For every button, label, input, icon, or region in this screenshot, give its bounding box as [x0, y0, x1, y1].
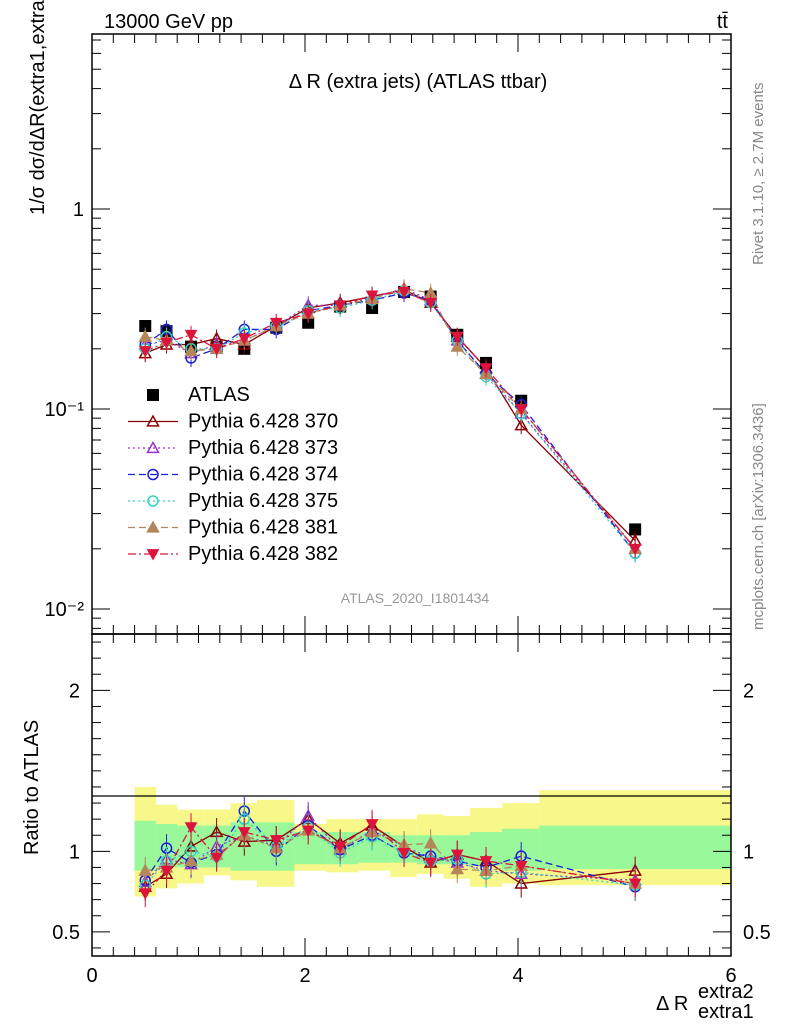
legend-marker: [147, 468, 159, 481]
legend-entry-ATLAS: ATLAS: [147, 384, 250, 406]
x-axis-label-main: Δ R: [656, 993, 688, 1015]
ratio-point-370: [514, 876, 528, 889]
x-axis-label: Δ R extra2 extra1: [656, 981, 754, 1023]
main-point-382: [424, 297, 438, 310]
main-point-381: [138, 329, 153, 342]
ratio-point-382: [210, 852, 223, 865]
main-point-382: [628, 543, 642, 556]
legend-entry-370: Pythia 6.428 370: [128, 411, 338, 433]
legend-entry-382: Pythia 6.428 382: [128, 543, 338, 565]
main-point-381: [184, 343, 198, 357]
main-axis-ticks: 10⁻² 10⁻¹ 1: [45, 34, 732, 634]
legend-entry-375: Pythia 6.428 375: [128, 490, 338, 512]
main-point-382: [269, 317, 283, 330]
x-axis-label-superscript: extra2: [698, 981, 754, 1003]
ratio-y-tick-label-left: 0.5: [52, 922, 80, 944]
legend-label: Pythia 6.428 382: [188, 543, 338, 565]
main-point-370: [514, 418, 528, 431]
ratio-point-382: [628, 878, 642, 891]
ratio-y-tick-label-right: 1: [743, 841, 754, 863]
ratio-point-382: [237, 827, 251, 839]
main-point-382: [237, 333, 251, 346]
ratio-point-381: [423, 836, 438, 849]
main-y-tick-label: 1: [73, 199, 84, 221]
main-point-382: [479, 363, 493, 375]
legend: ATLAS Pythia 6.428 370 Pythia 6.428 373 Pyt…: [128, 384, 338, 565]
x-tick-label: 2: [299, 965, 310, 987]
main-point-382: [450, 331, 464, 344]
x-axis-label-subscript: extra1: [698, 1001, 754, 1023]
main-y-tick-label: 10⁻²: [45, 599, 85, 621]
ratio-point-382: [397, 848, 411, 860]
ratio-panel: 0.5 0.5 1 1 2 2 0 2 4 6: [52, 633, 771, 987]
ratio-y-tick-label-left: 1: [69, 841, 80, 863]
ratio-y-tick-label-right: 2: [743, 680, 754, 702]
legend-label: ATLAS: [188, 384, 250, 406]
ratio-point-382: [160, 865, 173, 878]
legend-marker: [146, 414, 160, 427]
legend-label: Pythia 6.428 375: [188, 490, 338, 512]
x-tick-label: 0: [86, 965, 97, 987]
legend-marker: [147, 495, 159, 507]
legend-label: Pythia 6.428 373: [188, 437, 338, 459]
legend-marker: [146, 549, 160, 561]
main-point-382: [160, 337, 173, 350]
ratio-y-tick-label-left: 2: [69, 680, 80, 702]
ratio-point-382: [301, 825, 315, 837]
legend-entry-381: Pythia 6.428 381: [128, 517, 338, 539]
mcplots-label: mcplots.cern.ch [arXiv:1306.3436]: [750, 403, 767, 630]
ratio-point-382: [138, 888, 152, 900]
ratio-point-382: [450, 849, 464, 862]
legend-label: Pythia 6.428 381: [188, 517, 338, 539]
analysis-watermark: ATLAS_2020_I1801434: [341, 590, 490, 606]
legend-marker: [146, 440, 160, 454]
main-series-markers: [138, 279, 642, 563]
main-point-382: [184, 329, 198, 342]
main-point-ATLAS: [139, 320, 152, 333]
ratio-point-381: [138, 863, 153, 876]
inner-band-bin: [294, 832, 327, 865]
legend-label: Pythia 6.428 374: [188, 464, 338, 486]
main-point-ATLAS: [302, 316, 315, 329]
ratio-y-tick-label-right: 0.5: [743, 922, 771, 944]
legend-marker: [146, 520, 160, 533]
main-point-382: [397, 287, 411, 299]
main-series-line-381: [145, 287, 636, 550]
main-point-382: [333, 300, 347, 312]
ratio-point-382: [184, 822, 198, 834]
legend-label: Pythia 6.428 370: [188, 411, 338, 433]
ratio-point-382: [269, 835, 283, 847]
main-series-line-375: [144, 290, 636, 554]
main-point-382: [210, 343, 223, 356]
ratio-point-382: [365, 819, 379, 831]
ratio-series-markers: [138, 797, 642, 908]
ratio-point-382: [514, 860, 528, 873]
ratio-point-381: [184, 853, 198, 867]
main-y-tick-label: 10⁻¹: [45, 399, 85, 421]
main-point-382: [138, 346, 152, 358]
main-point-382: [365, 290, 379, 302]
x-tick-label: 4: [512, 965, 523, 987]
ratio-point-382: [479, 856, 493, 868]
rivet-version-label: Rivet 3.1.10, ≥ 2.7M events: [750, 83, 767, 266]
main-point-382: [301, 308, 315, 321]
ratio-y-axis-label: Ratio to ATLAS: [21, 720, 43, 855]
ratio-point-382: [333, 841, 347, 854]
header-left-title: 13000 GeV pp: [104, 11, 233, 33]
inner-band-bin: [134, 820, 156, 871]
legend-entry-373: Pythia 6.428 373: [128, 437, 338, 459]
main-point-382: [514, 404, 528, 416]
legend-entry-374: Pythia 6.428 374: [128, 464, 338, 486]
legend-marker: [147, 389, 159, 401]
header-right-title: tt̄: [717, 11, 729, 33]
x-tick-label: 6: [725, 965, 736, 987]
main-y-axis-label: 1/σ dσ/dΔR(extra1,extra2): [27, 0, 49, 215]
main-point-381: [450, 339, 465, 352]
main-point-ATLAS: [629, 523, 642, 536]
main-panel: 10⁻² 10⁻¹ 1: [45, 33, 732, 635]
plot-title: Δ R (extra jets) (ATLAS ttbar): [289, 71, 548, 93]
ratio-point-382: [424, 857, 438, 870]
ratio-axis-ticks: 0.5 0.5 1 1 2 2 0 2 4 6: [52, 634, 771, 987]
